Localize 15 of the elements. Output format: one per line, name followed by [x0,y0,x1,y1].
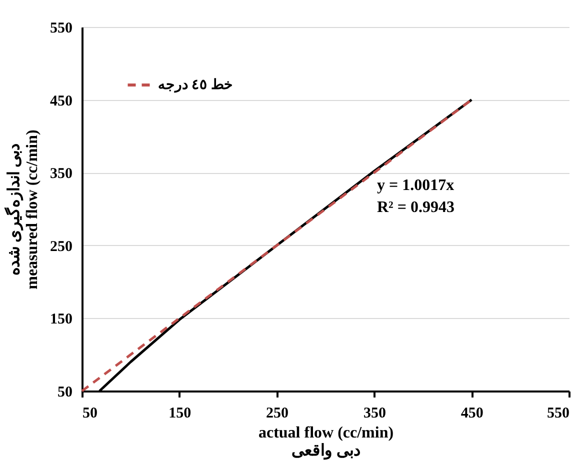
annotation: y = 1.0017x [377,177,454,194]
y-tick-label: 450 [50,93,72,110]
legend-label: خط ٤٥ درجه [158,78,233,93]
y-tick-label: 550 [50,20,72,36]
annotation: R² = 0.9943 [377,199,454,216]
x-tick-label: 150 [168,406,192,422]
y-tick-label: 150 [50,312,72,328]
x-tick-label: 250 [266,406,289,422]
y-tick-label: 350 [50,166,72,182]
y-tick-label: 250 [50,238,72,255]
x-tick-label: 550 [547,406,570,422]
x-tick-label: 50 [82,406,98,422]
x-tick-label: 350 [363,406,386,422]
y-tick-label: 50 [58,384,72,400]
x-tick-label: 450 [460,406,484,422]
